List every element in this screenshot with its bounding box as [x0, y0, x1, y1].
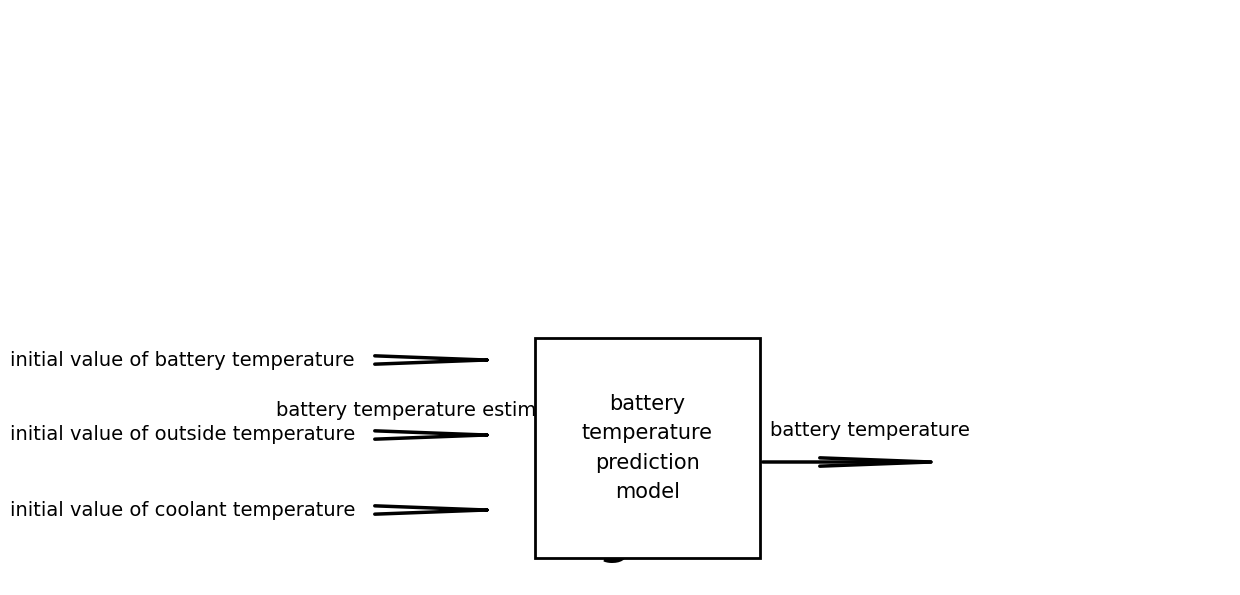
Text: battery
temperature
prediction
model: battery temperature prediction model [582, 394, 713, 502]
Text: initial value of coolant temperature: initial value of coolant temperature [10, 500, 356, 519]
Text: initial value of battery temperature: initial value of battery temperature [10, 350, 355, 369]
Text: initial value of outside temperature: initial value of outside temperature [10, 425, 355, 444]
Text: battery temperature: battery temperature [770, 421, 970, 440]
Text: Fig.3: Fig.3 [557, 520, 683, 563]
Bar [534, 338, 760, 558]
Text: battery temperature estimation process: battery temperature estimation process [275, 401, 667, 420]
